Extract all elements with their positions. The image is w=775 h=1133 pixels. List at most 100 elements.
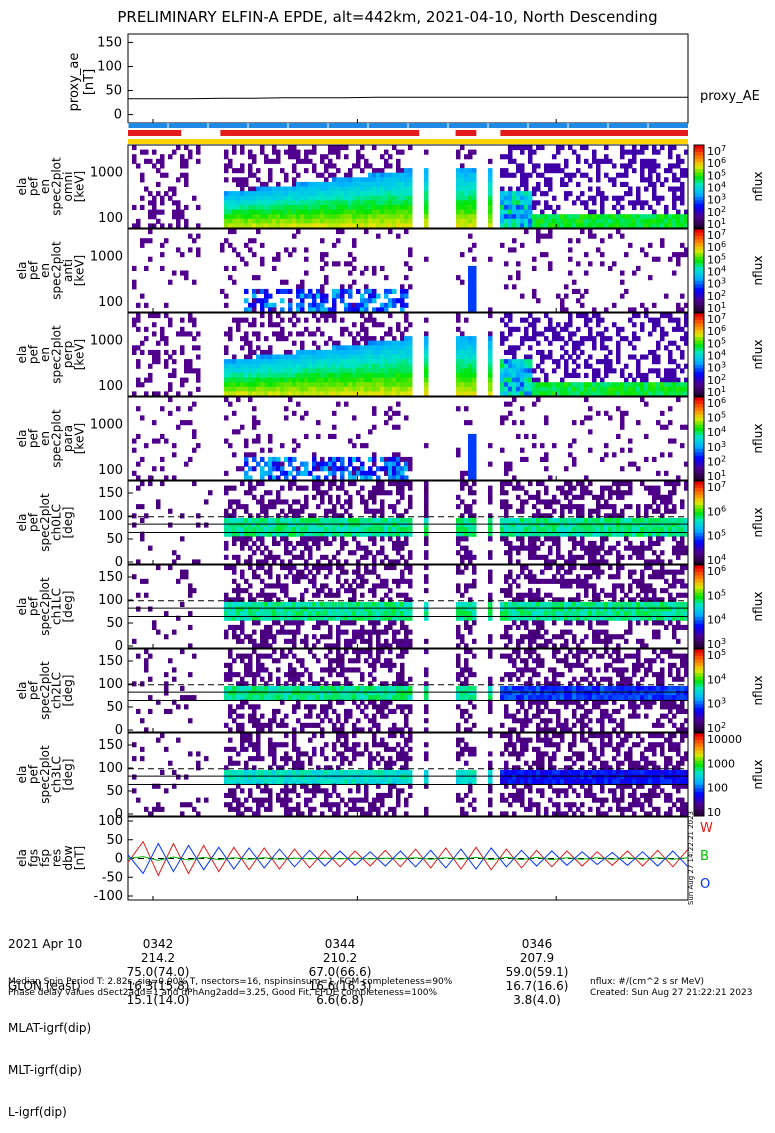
- heatmap-cell: [556, 499, 561, 504]
- heatmap-cell: [376, 387, 381, 392]
- heatmap-cell: [324, 490, 329, 495]
- heatmap-cell: [456, 182, 461, 187]
- heatmap-cell: [628, 523, 633, 528]
- heatmap-cell: [272, 620, 277, 625]
- heatmap-cell: [328, 145, 333, 150]
- heatmap-cell: [400, 518, 405, 523]
- heatmap-cell: [228, 205, 233, 210]
- heatmap-cell: [620, 495, 625, 500]
- heatmap-cell: [352, 443, 357, 448]
- heatmap-cell: [324, 341, 329, 346]
- heatmap-cell: [404, 364, 409, 369]
- heatmap-cell: [408, 499, 413, 504]
- heatmap-cell: [488, 345, 493, 350]
- heatmap-cell: [156, 210, 161, 215]
- heatmap-cell: [564, 466, 569, 471]
- heatmap-cell: [424, 345, 429, 350]
- heatmap-cell: [288, 187, 293, 192]
- heatmap-cell: [292, 387, 297, 392]
- heatmap-cell: [168, 509, 173, 514]
- heatmap-cell: [472, 527, 477, 532]
- heatmap-cell: [584, 205, 589, 210]
- heatmap-cell: [372, 200, 377, 205]
- heatmap-cell: [316, 355, 321, 360]
- heatmap-cell: [380, 486, 385, 491]
- heatmap-cell: [356, 350, 361, 355]
- heatmap-cell: [536, 173, 541, 178]
- heatmap-cell: [328, 373, 333, 378]
- heatmap-cell: [332, 434, 337, 439]
- heatmap-cell: [504, 322, 509, 327]
- heatmap-cell: [468, 466, 473, 471]
- heatmap-cell: [280, 187, 285, 192]
- heatmap-cell: [560, 486, 565, 491]
- heatmap-cell: [224, 168, 229, 173]
- heatmap-cell: [372, 452, 377, 457]
- heatmap-cell: [280, 355, 285, 360]
- heatmap-cell: [524, 457, 529, 462]
- heatmap-cell: [652, 368, 657, 373]
- heatmap-cell: [556, 523, 561, 528]
- heatmap-cell: [368, 364, 373, 369]
- ytick: 1000: [90, 334, 123, 349]
- panel-ylabel: [keV]: [73, 339, 87, 370]
- heatmap-cell: [620, 150, 625, 155]
- heatmap-cell: [340, 373, 345, 378]
- heatmap-cell: [300, 620, 305, 625]
- heatmap-cell: [292, 313, 297, 318]
- heatmap-cell: [472, 284, 477, 289]
- heatmap-cell: [236, 397, 241, 402]
- heatmap-cell: [632, 159, 637, 164]
- heatmap-cell: [256, 574, 261, 579]
- heatmap-cell: [464, 219, 469, 224]
- heatmap-cell: [364, 611, 369, 616]
- heatmap-cell: [576, 555, 581, 560]
- heatmap-cell: [276, 620, 281, 625]
- heatmap-cell: [168, 280, 173, 285]
- heatmap-cell: [508, 466, 513, 471]
- heatmap-cell: [584, 364, 589, 369]
- heatmap-cell: [536, 214, 541, 219]
- heatmap-cell: [260, 504, 265, 509]
- heatmap-cell: [332, 298, 337, 303]
- heatmap-cell: [400, 546, 405, 551]
- heatmap-cell: [312, 368, 317, 373]
- heatmap-cell: [324, 593, 329, 598]
- heatmap-cell: [244, 373, 249, 378]
- heatmap-cell: [592, 495, 597, 500]
- heatmap-cell: [224, 331, 229, 336]
- heatmap-cell: [232, 536, 237, 541]
- heatmap-cell: [424, 341, 429, 346]
- heatmap-cell: [668, 168, 673, 173]
- heatmap-cell: [244, 341, 249, 346]
- heatmap-cell: [568, 322, 573, 327]
- heatmap-cell: [532, 368, 537, 373]
- heatmap-cell: [672, 191, 677, 196]
- heatmap-cell: [372, 173, 377, 178]
- heatmap-cell: [500, 364, 505, 369]
- heatmap-cell: [456, 373, 461, 378]
- heatmap-cell: [628, 373, 633, 378]
- heatmap-cell: [260, 243, 265, 248]
- heatmap-cell: [260, 219, 265, 224]
- heatmap-cell: [336, 229, 341, 234]
- panel-ylabel: [keV]: [73, 171, 87, 202]
- heatmap-cell: [152, 200, 157, 205]
- heatmap-cell: [460, 486, 465, 491]
- heatmap-cell: [616, 387, 621, 392]
- heatmap-cell: [376, 509, 381, 514]
- heatmap-cell: [676, 364, 681, 369]
- heatmap-cell: [228, 486, 233, 491]
- heatmap-cell: [240, 163, 245, 168]
- heatmap-cell: [540, 387, 545, 392]
- heatmap-cell: [532, 331, 537, 336]
- heatmap-cell: [160, 243, 165, 248]
- heatmap-cell: [552, 382, 557, 387]
- heatmap-cell: [356, 289, 361, 294]
- heatmap-cell: [308, 219, 313, 224]
- heatmap-cell: [404, 313, 409, 318]
- heatmap-cell: [140, 382, 145, 387]
- heatmap-cell: [472, 387, 477, 392]
- heatmap-cell: [624, 336, 629, 341]
- heatmap-cell: [632, 145, 637, 150]
